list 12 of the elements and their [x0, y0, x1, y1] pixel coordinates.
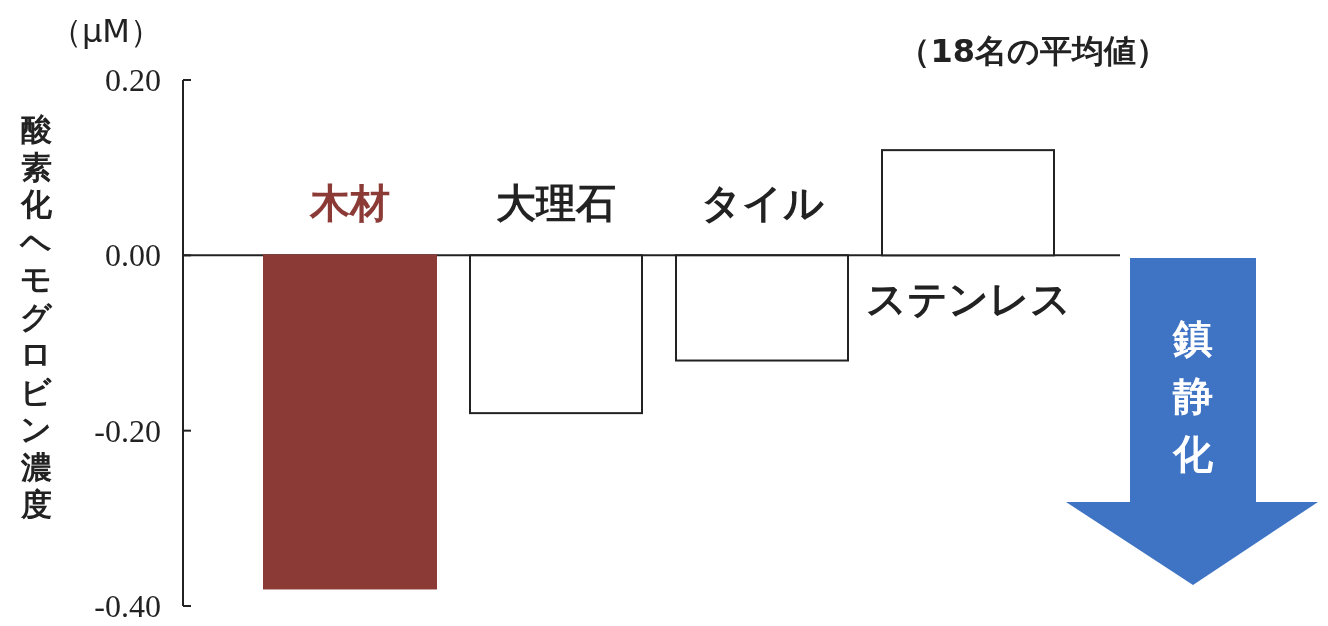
- x-tick-label: ステンレス: [865, 276, 1071, 323]
- text: （18名の平均値）: [898, 32, 1168, 70]
- y-tick-label: -0.40: [94, 588, 161, 624]
- y-tick-label: -0.20: [94, 412, 161, 449]
- y-tick-label: 0.20: [105, 62, 161, 98]
- x-tick-label: 大理石: [496, 180, 616, 227]
- text: 鎮静化: [1172, 315, 1214, 477]
- x-tick-label: 木材: [309, 180, 390, 227]
- x-tick-label: タイル: [700, 180, 824, 227]
- text: （μM）: [50, 12, 162, 50]
- text: 酸素化ヘモグロビン濃度: [20, 111, 52, 522]
- y-tick-label: 0.00: [105, 237, 161, 274]
